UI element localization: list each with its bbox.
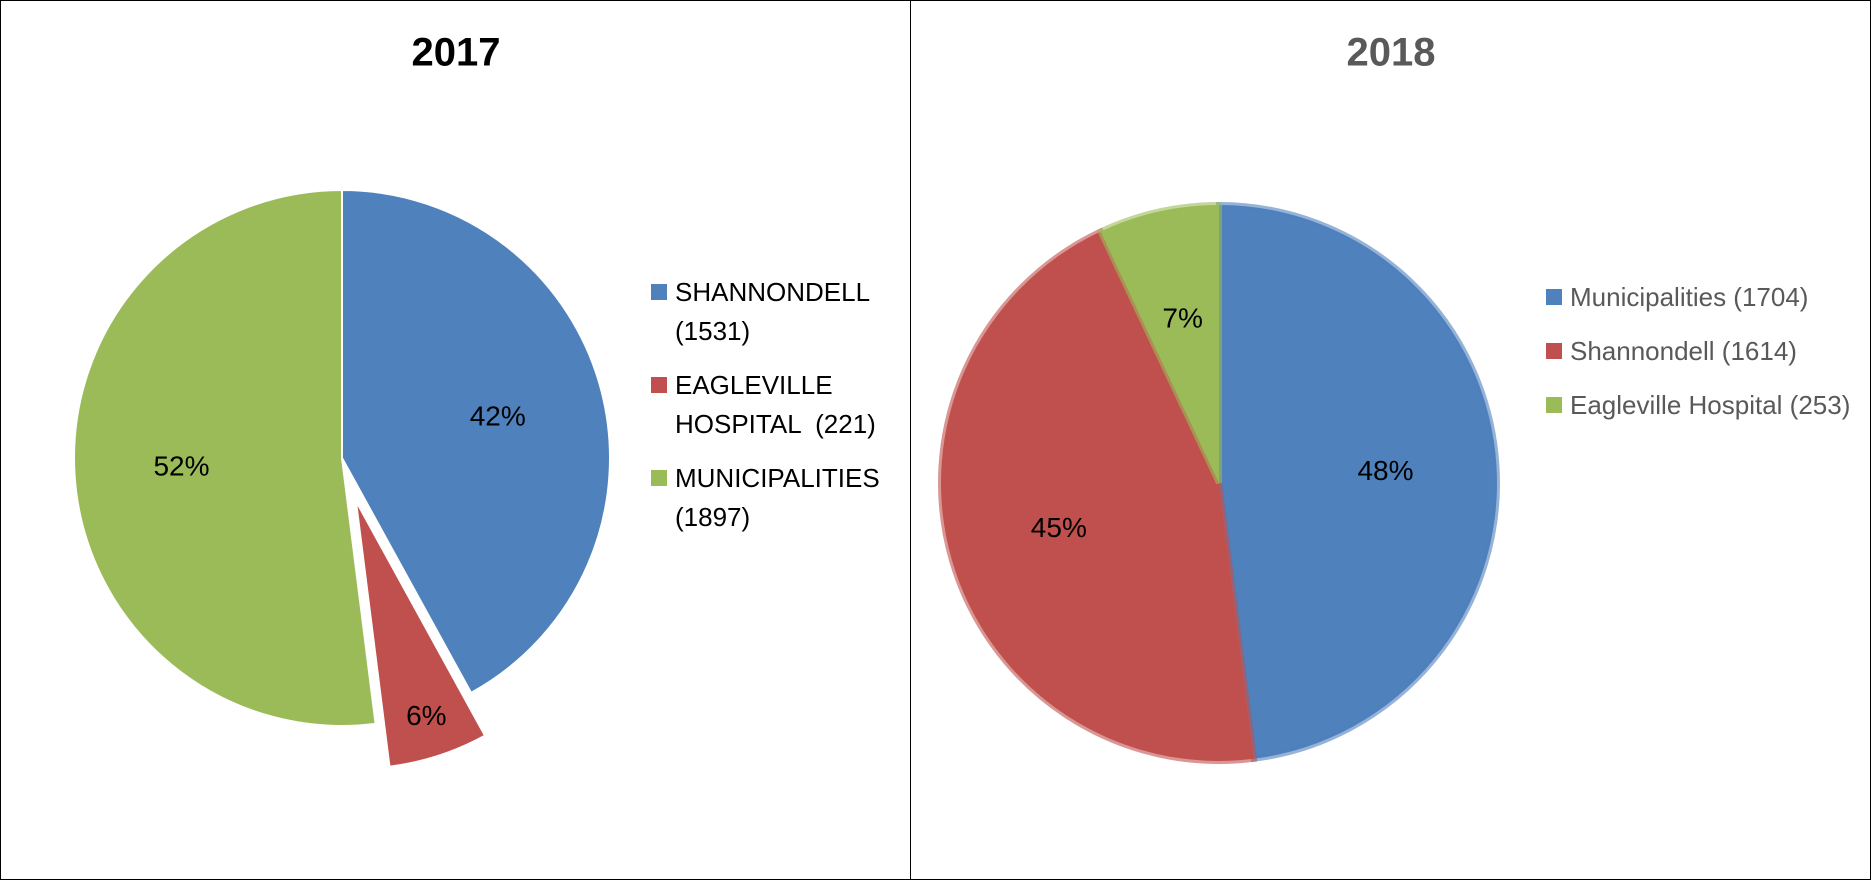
legend-label: MUNICIPALITIES (1897) — [675, 463, 887, 532]
legend-item: MUNICIPALITIES (1897) — [651, 459, 901, 537]
panel-2018: 2018 48% 45% 7% Municipalities (1704) Shann… — [910, 0, 1871, 880]
legend-item: Municipalities (1704) — [1546, 278, 1856, 317]
legend-swatch — [651, 284, 667, 300]
legend-label: Shannondell (1614) — [1570, 336, 1797, 366]
legend-swatch — [651, 470, 667, 486]
pie-slice — [354, 500, 487, 768]
pie-slice — [73, 188, 377, 727]
pie-slice — [1096, 201, 1222, 485]
chart: 2018 48% 45% 7% — [938, 31, 1500, 764]
legend-swatch — [1546, 343, 1562, 359]
data-label: 52% — [153, 450, 209, 481]
legend-label: Eagleville Hospital (253) — [1570, 390, 1851, 420]
pie-slice — [341, 188, 611, 695]
pie-slice — [1216, 201, 1500, 763]
data-label: 48% — [1357, 455, 1413, 486]
pie-slice — [938, 227, 1258, 764]
chart-title: 2018 — [1347, 31, 1436, 75]
data-label: 42% — [470, 400, 526, 431]
legend-label: Municipalities (1704) — [1570, 282, 1809, 312]
legend-swatch — [1546, 289, 1562, 305]
data-label: 45% — [1031, 512, 1087, 543]
legend-item: Shannondell (1614) — [1546, 332, 1856, 371]
legend-swatch — [651, 377, 667, 393]
data-label: 6% — [406, 700, 446, 731]
legend-label: SHANNONDELL (1531) — [675, 277, 877, 346]
legend-item: EAGLEVILLE HOSPITAL (221) — [651, 366, 901, 444]
legend: Municipalities (1704) Shannondell (1614) E… — [1546, 278, 1856, 440]
legend-label: EAGLEVILLE HOSPITAL (221) — [675, 370, 876, 439]
chart: 2017 42% 6% 52% — [73, 31, 611, 768]
legend: SHANNONDELL (1531) EAGLEVILLE HOSPITAL (2… — [651, 273, 901, 552]
legend-item: Eagleville Hospital (253) — [1546, 386, 1856, 425]
legend-item: SHANNONDELL (1531) — [651, 273, 901, 351]
data-label: 7% — [1162, 303, 1202, 334]
chart-title: 2017 — [412, 31, 501, 75]
panel-2017: 2017 42% 6% 52% SHANNONDELL (1531) EAGLEVIL… — [0, 0, 911, 880]
legend-swatch — [1546, 397, 1562, 413]
